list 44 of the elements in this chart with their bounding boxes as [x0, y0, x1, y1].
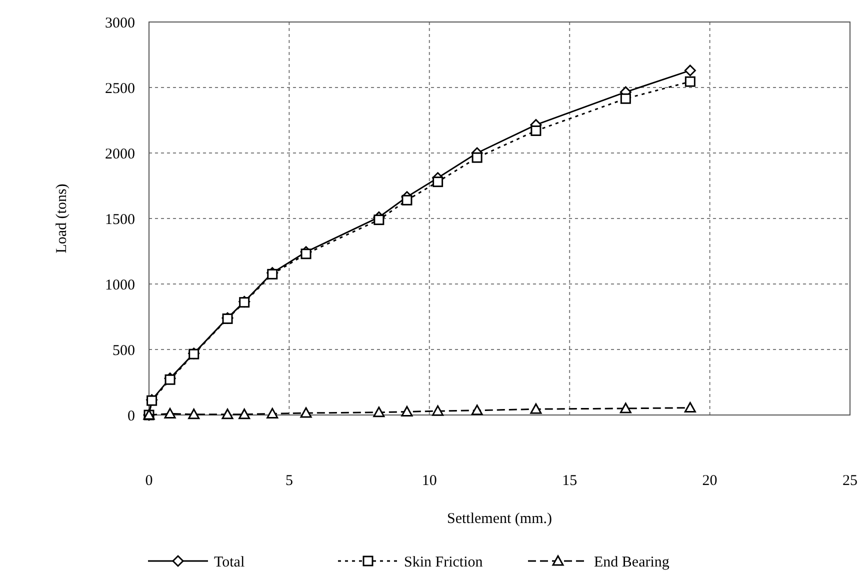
point [401, 406, 413, 416]
point [432, 405, 444, 416]
x-tick-label: 20 [702, 473, 718, 489]
y-tick-label: 1000 [105, 277, 135, 294]
point [238, 408, 250, 420]
point [222, 408, 234, 420]
y-tick-label: 2500 [105, 80, 135, 97]
point [530, 403, 542, 414]
x-tick-label: 5 [285, 473, 293, 489]
y-tick-label: 2000 [105, 146, 135, 162]
point [620, 402, 632, 414]
point [684, 402, 696, 413]
x-tick-label: 15 [562, 473, 578, 489]
point [432, 176, 444, 188]
point [374, 214, 384, 226]
y-tick-label: 0 [128, 408, 135, 424]
y-axis-title: Load (tons) [54, 184, 70, 254]
point [373, 406, 385, 418]
point [146, 395, 158, 406]
x-axis-title: Settlement (mm.) [447, 511, 552, 527]
legend-label: Total [214, 554, 245, 570]
point [530, 125, 542, 136]
point [239, 297, 250, 308]
y-tick-label: 3000 [105, 15, 135, 32]
legend-label: Skin Friction [404, 554, 484, 570]
x-tick-label: 0 [145, 473, 153, 489]
point [472, 152, 482, 163]
point [188, 408, 200, 420]
point [188, 348, 200, 360]
point [164, 408, 176, 418]
legend-label: End Bearing [594, 554, 670, 570]
x-tick-label: 25 [842, 473, 858, 489]
x-tick-label: 10 [422, 473, 437, 489]
point [684, 64, 696, 76]
point [266, 408, 278, 418]
point [222, 313, 233, 324]
point [300, 248, 312, 260]
point [402, 194, 412, 206]
point [620, 93, 631, 104]
point [471, 404, 483, 416]
point [684, 76, 696, 87]
y-tick-label: 500 [112, 342, 135, 359]
y-tick-label: 1500 [105, 212, 135, 228]
point [300, 407, 312, 418]
